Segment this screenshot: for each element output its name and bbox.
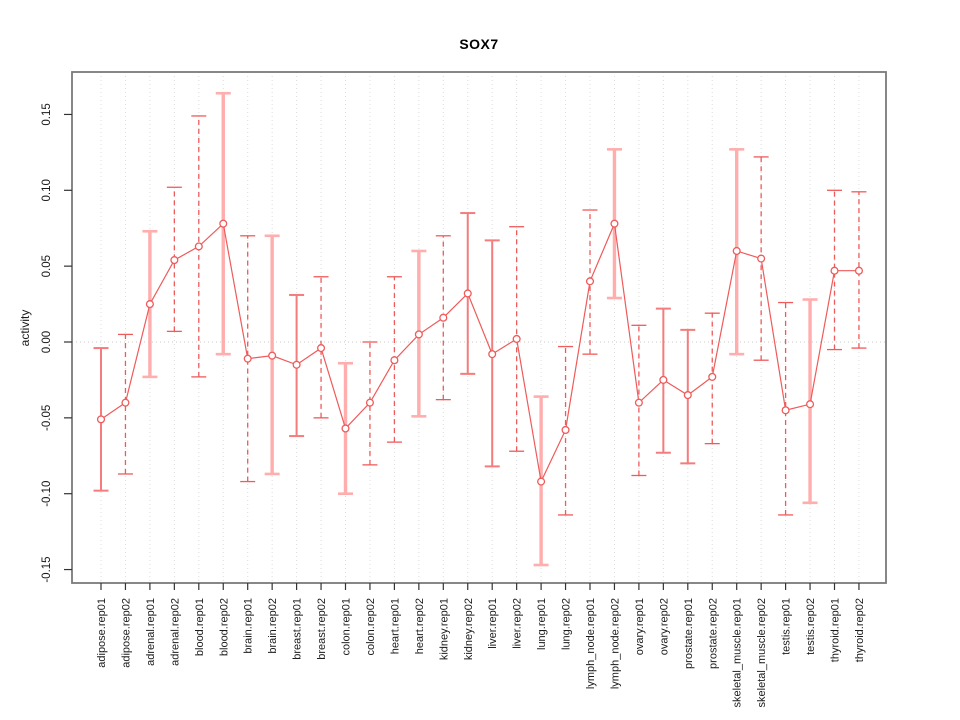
data-point-marker (268, 351, 277, 360)
x-tick-label: breast.rep01 (292, 598, 304, 660)
data-point-marker (170, 256, 179, 265)
data-point-marker (219, 219, 228, 228)
x-tick-label: brain.rep02 (267, 598, 279, 654)
x-tick-label: lung.rep02 (561, 598, 573, 650)
data-point-marker (243, 354, 252, 363)
y-tick-label: -0.05 (41, 405, 53, 431)
x-tick-label: skeletal_muscle.rep01 (732, 598, 744, 707)
y-tick-label: 0.10 (41, 179, 53, 201)
data-point-marker (683, 391, 692, 400)
x-tick-label: liver.rep01 (487, 598, 499, 649)
data-point-marker (854, 266, 863, 275)
x-tick-label: lymph_node.rep01 (585, 598, 597, 689)
x-tick-label: adipose.rep01 (96, 598, 108, 668)
data-point-marker (659, 375, 668, 384)
data-point-marker (316, 344, 326, 353)
data-point-marker (390, 356, 399, 365)
data-point-marker (341, 424, 350, 433)
data-point-marker (708, 372, 717, 381)
y-tick-label: 0.05 (41, 255, 53, 277)
data-point-marker (634, 398, 643, 407)
data-point-marker (757, 254, 766, 263)
data-point-marker (292, 360, 301, 369)
x-tick-label: prostate.rep01 (683, 598, 695, 669)
data-point-marker (96, 415, 106, 424)
y-tick-label: -0.10 (41, 481, 53, 507)
y-tick-label: 0.00 (41, 331, 53, 353)
x-tick-label: brain.rep01 (243, 598, 255, 654)
data-point-marker (439, 313, 448, 322)
x-tick-label: adipose.rep02 (120, 598, 132, 668)
x-tick-label: colon.rep02 (365, 598, 377, 656)
x-tick-label: blood.rep01 (194, 598, 206, 656)
x-tick-label: heart.rep01 (389, 598, 401, 654)
x-tick-label: kidney.rep01 (438, 598, 450, 660)
x-tick-label: thyroid.rep01 (830, 598, 842, 662)
x-tick-label: thyroid.rep02 (854, 598, 866, 662)
data-point-marker (610, 219, 619, 228)
x-tick-label: blood.rep02 (218, 598, 230, 656)
x-tick-label: lymph_node.rep02 (609, 598, 621, 689)
data-point-marker (585, 277, 595, 286)
data-point-marker (732, 246, 741, 256)
data-point-marker (781, 406, 790, 415)
data-point-marker (805, 400, 815, 409)
x-tick-label: testis.rep02 (805, 598, 817, 655)
x-tick-label: kidney.rep02 (463, 598, 475, 660)
x-tick-label: ovary.rep01 (634, 598, 646, 655)
data-point-marker (512, 334, 521, 344)
x-tick-label: lung.rep01 (536, 598, 548, 650)
x-tick-label: colon.rep01 (341, 598, 353, 656)
data-point-marker (488, 350, 497, 359)
data-point-marker (561, 425, 570, 435)
plot-frame (71, 71, 887, 584)
x-tick-label: heart.rep02 (414, 598, 426, 654)
x-tick-label: ovary.rep02 (658, 598, 670, 655)
x-tick-label: testis.rep01 (781, 598, 793, 655)
x-tick-label: adrenal.rep02 (169, 598, 181, 666)
data-point-marker (463, 289, 472, 298)
x-tick-label: adrenal.rep01 (145, 598, 157, 666)
data-point-marker (365, 398, 375, 407)
chart-title: SOX7 (459, 36, 499, 52)
data-point-marker (194, 242, 203, 251)
data-point-marker (145, 300, 154, 309)
data-point-marker (414, 330, 423, 339)
data-point-marker (537, 477, 546, 486)
x-tick-label: skeletal_muscle.rep02 (756, 598, 768, 707)
series-line (100, 221, 859, 484)
data-point-marker (830, 266, 839, 275)
data-point-marker (121, 398, 130, 407)
x-tick-label: liver.rep02 (512, 598, 524, 649)
x-tick-label: prostate.rep02 (707, 598, 719, 669)
y-tick-label: -0.15 (41, 556, 53, 582)
y-tick-label: 0.15 (41, 103, 53, 125)
x-tick-label: breast.rep02 (316, 598, 328, 660)
